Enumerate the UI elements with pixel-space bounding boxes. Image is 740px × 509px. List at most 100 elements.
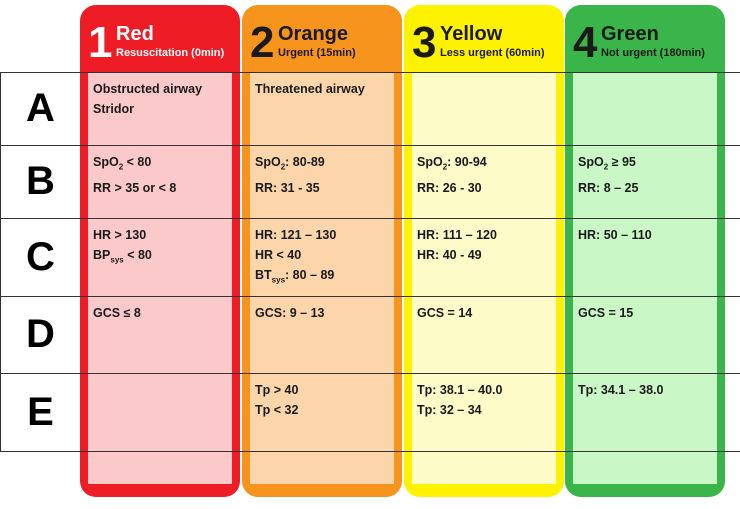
text: GCS = 15	[578, 306, 634, 320]
category-number: 1	[88, 18, 113, 67]
cell-line: SpO2 < 80	[93, 152, 176, 178]
cell-line: Tp: 32 – 34	[417, 400, 502, 420]
subscript: sys	[110, 255, 124, 265]
text: RR: 31 - 35	[255, 180, 320, 195]
row-divider	[0, 72, 740, 73]
cell-line: GCS = 14	[417, 303, 472, 323]
text: Tp: 34.1 – 38.0	[578, 383, 664, 397]
cell-line: SpO2: 90-94	[417, 152, 487, 178]
cell-line: GCS ≤ 8	[93, 303, 141, 323]
cell-line: RR: 31 - 35	[255, 178, 325, 198]
cell: GCS = 15	[578, 303, 633, 323]
subscript: 2	[118, 162, 124, 172]
cell-line: RR: 8 – 25	[578, 178, 638, 198]
cell-line: RR: 26 - 30	[417, 178, 487, 198]
text: GCS = 14	[417, 306, 473, 320]
text: Threatened airway	[255, 82, 365, 96]
subscript: sys	[271, 275, 286, 285]
subscript: 2	[442, 162, 448, 172]
cell: SpO2 ≥ 95 RR: 8 – 25	[578, 152, 638, 198]
category-name: Red	[116, 23, 154, 45]
row-label: B	[0, 145, 80, 218]
row-letter: B	[26, 159, 55, 203]
cell: Threatened airway	[255, 79, 365, 99]
text: Tp: 38.1 – 40.0	[417, 383, 503, 397]
row-divider	[0, 218, 740, 219]
text: HR: 50 – 110	[578, 228, 652, 242]
cell: Tp > 40 Tp < 32	[255, 380, 298, 420]
text: GCS ≤ 8	[93, 306, 141, 320]
cell-line: GCS: 9 – 13	[255, 303, 324, 323]
cell: HR: 50 – 110	[578, 225, 652, 245]
cell-line: Tp: 38.1 – 40.0	[417, 380, 502, 400]
cell-line: SpO2 ≥ 95	[578, 152, 638, 178]
text: RR > 35 or < 8	[93, 180, 177, 195]
cell-line: Threatened airway	[255, 79, 365, 99]
cell: GCS: 9 – 13	[255, 303, 324, 323]
row-divider	[0, 373, 740, 374]
cell-line: Tp < 32	[255, 400, 298, 420]
text: SpO	[578, 155, 604, 169]
cell-line: HR < 40	[255, 245, 336, 265]
category-subtitle: Resuscitation (0min)	[116, 47, 225, 59]
text: : 80-89	[285, 155, 325, 169]
category-name: Orange	[278, 23, 349, 45]
text: Tp > 40	[255, 383, 299, 397]
category-panel	[412, 72, 556, 484]
row-letter: E	[27, 390, 54, 434]
row-label: A	[0, 72, 80, 145]
text: Tp < 32	[255, 403, 299, 417]
category-subtitle: Less urgent (60min)	[440, 47, 545, 59]
text: : 90-94	[447, 155, 487, 169]
text: BT	[255, 268, 272, 282]
text: SpO	[255, 155, 281, 169]
category-panel	[573, 72, 717, 484]
cell-line: RR > 35 or < 8	[93, 178, 176, 198]
cell: HR: 111 – 120 HR: 40 - 49	[417, 225, 497, 265]
row-letter: D	[26, 312, 55, 356]
text: SpO	[93, 155, 119, 169]
cell: Tp: 34.1 – 38.0	[578, 380, 663, 400]
row-label: C	[0, 218, 80, 296]
text: BP	[93, 248, 111, 262]
text: Stridor	[93, 102, 134, 116]
cell-line: Tp > 40	[255, 380, 298, 400]
row-letter: A	[26, 86, 55, 130]
cell: HR: 121 – 130 HR < 40 BTsys: 80 – 89	[255, 225, 336, 291]
text: < 80	[123, 248, 152, 262]
cell: SpO2: 90-94 RR: 26 - 30	[417, 152, 487, 198]
text: Obstructed airway	[93, 82, 203, 96]
cell-line: HR: 50 – 110	[578, 225, 652, 245]
cell: Obstructed airway Stridor	[93, 79, 202, 119]
subscript: 2	[603, 162, 609, 172]
text: RR: 26 - 30	[417, 180, 482, 195]
row-label: D	[0, 296, 80, 373]
cell: SpO2 < 80 RR > 35 or < 8	[93, 152, 176, 198]
text: HR: 121 – 130	[255, 228, 337, 242]
text: : 80 – 89	[285, 268, 335, 282]
category-subtitle: Not urgent (180min)	[601, 47, 705, 59]
text: HR < 40	[255, 248, 302, 262]
cell-line: GCS = 15	[578, 303, 633, 323]
text: HR: 111 – 120	[417, 228, 497, 242]
row-divider	[0, 296, 740, 297]
cell-line: Obstructed airway	[93, 79, 202, 99]
row-divider	[0, 145, 740, 146]
category-panel	[88, 72, 232, 484]
text: < 80	[123, 155, 152, 169]
category-name: Yellow	[440, 23, 503, 45]
cell: GCS = 14	[417, 303, 472, 323]
category-number: 2	[250, 18, 275, 67]
cell: GCS ≤ 8	[93, 303, 141, 323]
cell-line: HR > 130	[93, 225, 152, 245]
cell-line: BPsys < 80	[93, 245, 152, 271]
category-number: 4	[573, 18, 598, 67]
category-number: 3	[412, 18, 437, 67]
text: SpO	[417, 155, 443, 169]
cell-line: SpO2: 80-89	[255, 152, 325, 178]
row-letter: C	[26, 235, 55, 279]
subscript: 2	[280, 162, 286, 172]
category-name: Green	[601, 23, 659, 45]
text: GCS: 9 – 13	[255, 306, 325, 320]
text: ≥ 95	[608, 155, 636, 169]
